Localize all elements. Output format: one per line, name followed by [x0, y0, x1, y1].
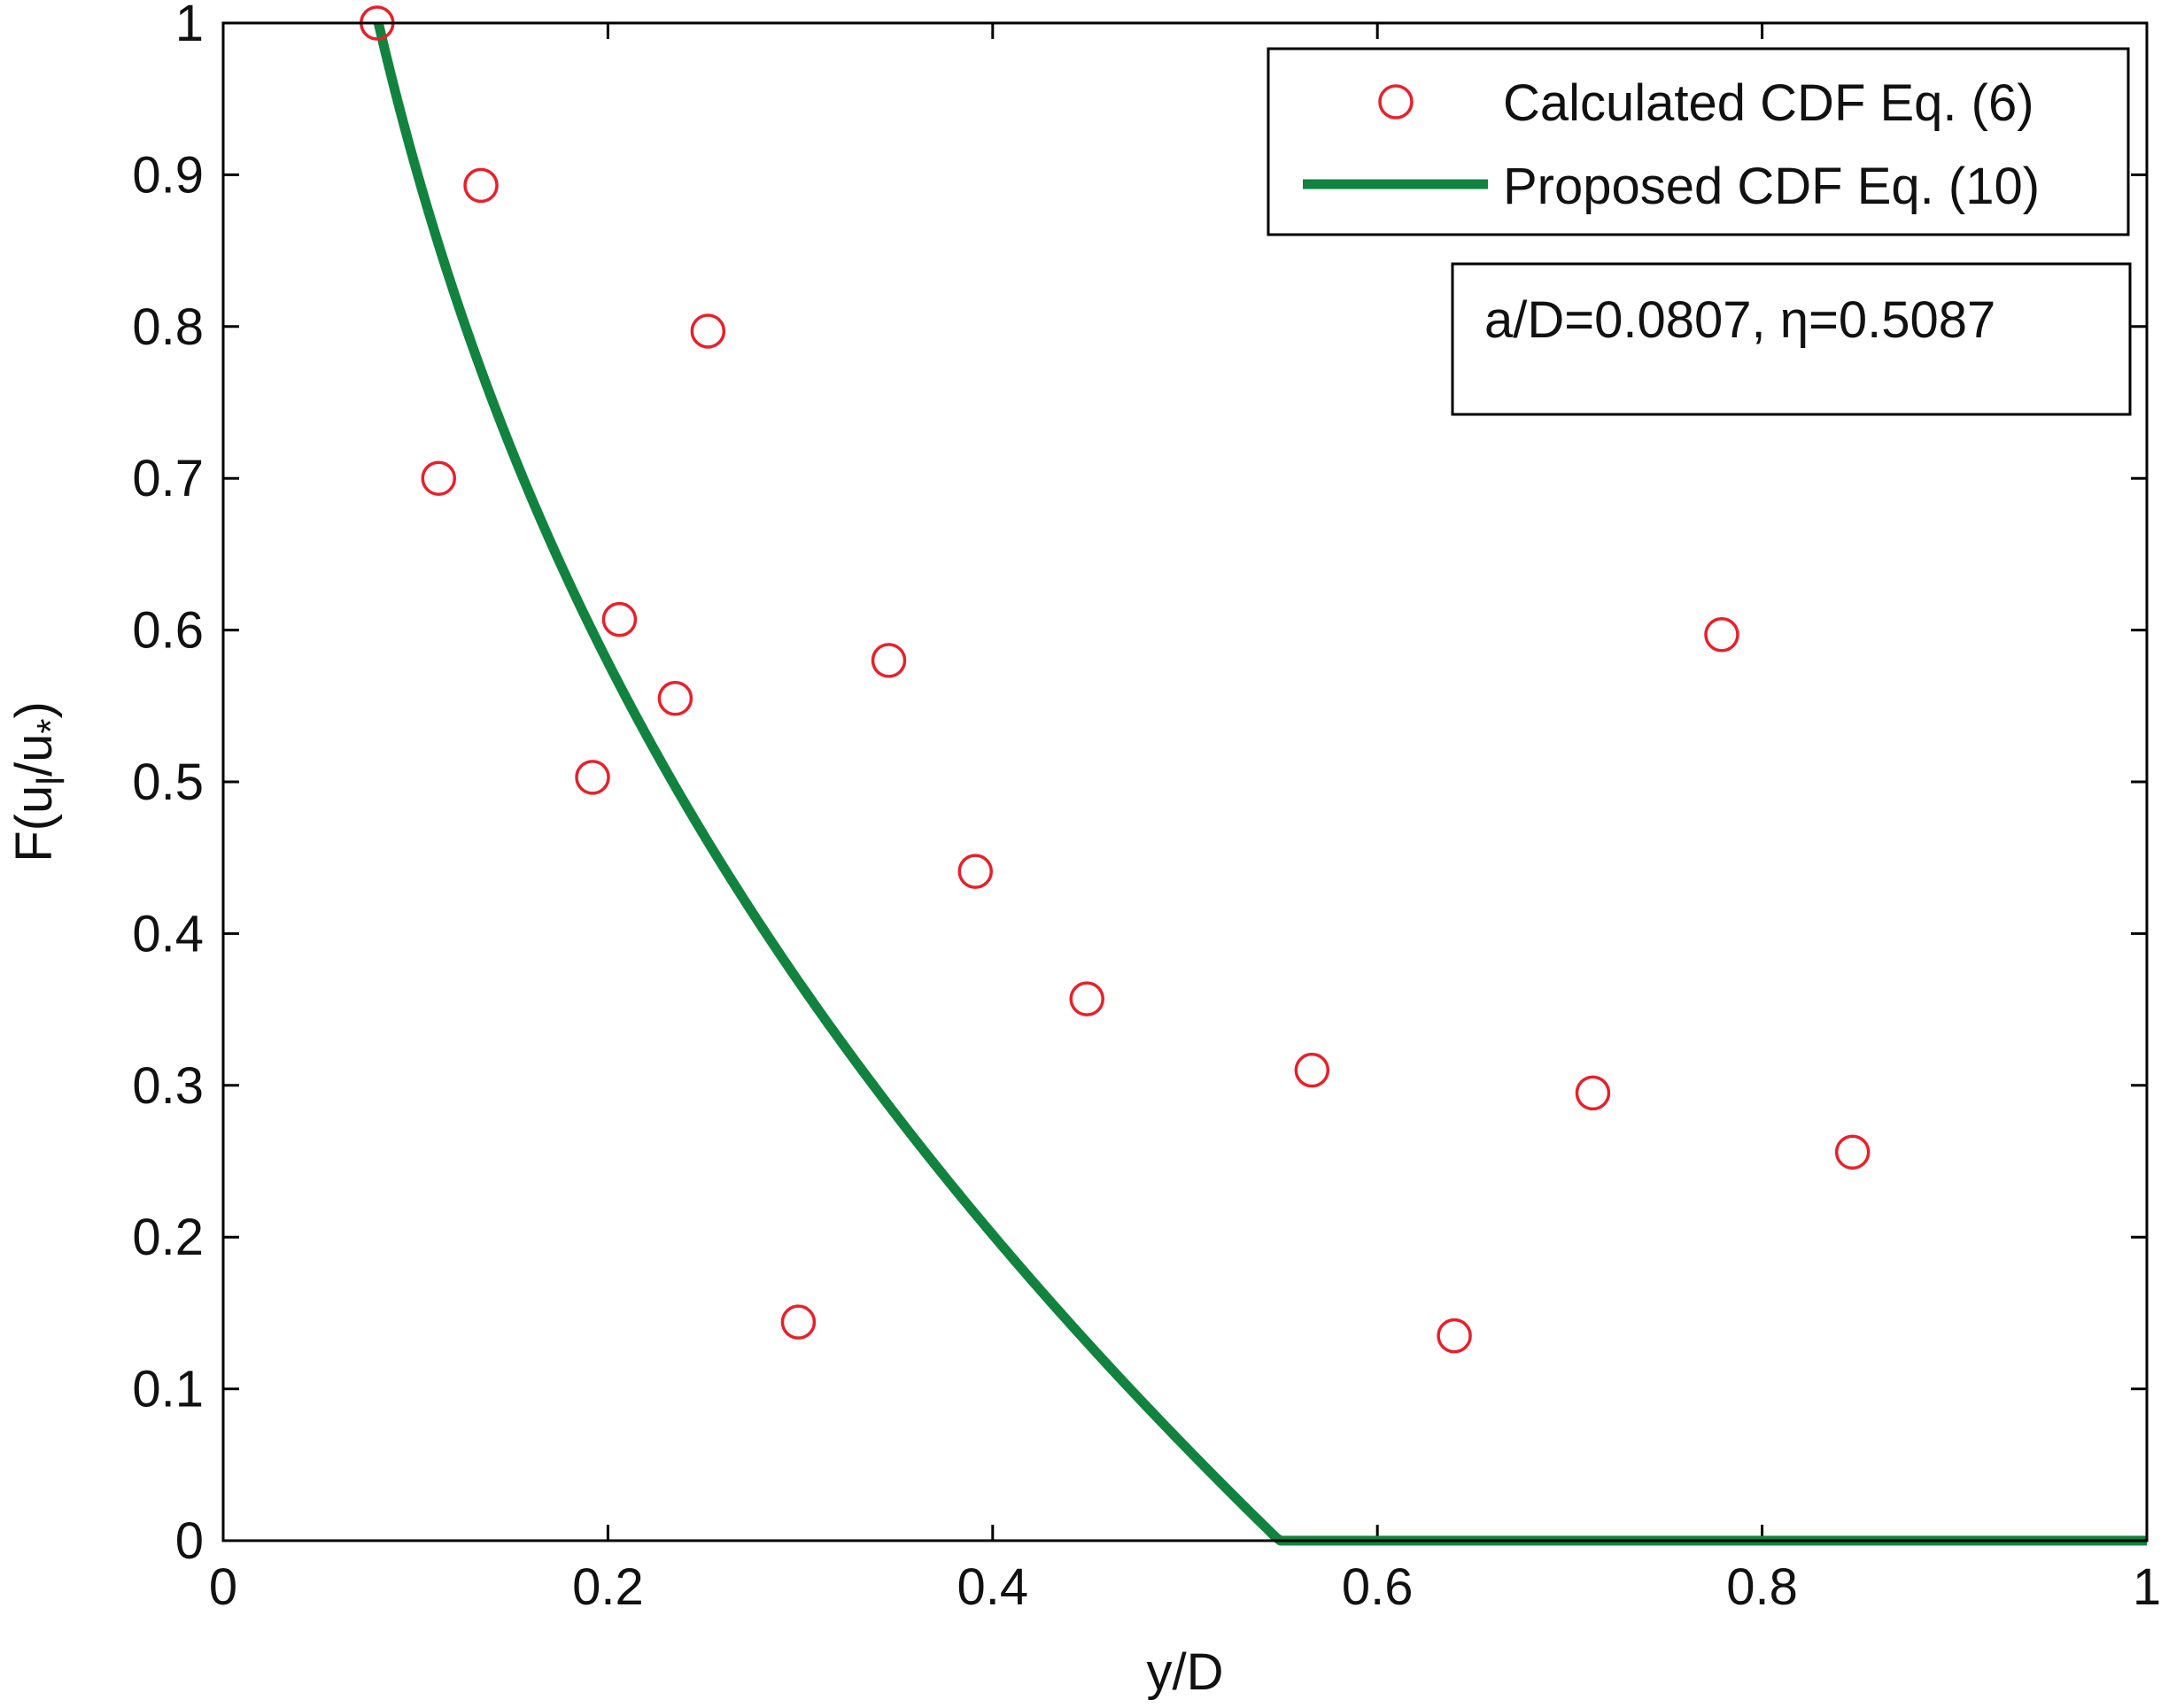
legend-marker-calculated-cdf: [1378, 84, 1414, 120]
calculated-cdf-point: [601, 601, 638, 638]
y-tick-label: 0.2: [132, 1209, 204, 1266]
annotation-text: a/D=0.0807, η=0.5087: [1484, 291, 1995, 349]
y-tick-label: 0.7: [132, 450, 204, 507]
y-tick-label: 0.5: [132, 754, 204, 811]
plot-area-frame: [221, 21, 2149, 1542]
calculated-cdf-point: [871, 643, 907, 678]
calculated-cdf-point: [1704, 616, 1739, 653]
legend: Calculated CDF Eq. (6) Proposed CDF Eq. …: [1267, 47, 2130, 236]
legend-box: [1267, 47, 2130, 236]
y-tick-label: 0.4: [132, 905, 204, 962]
y-tick-label: 0.8: [132, 298, 204, 356]
calculated-cdf-point: [1294, 1052, 1330, 1088]
x-tick-label: 0.2: [572, 1558, 644, 1616]
annotation-box: [1451, 262, 2132, 416]
calculated-cdf-point: [1575, 1075, 1611, 1111]
calculated-cdf-point: [575, 760, 610, 795]
x-tick-label: 0: [209, 1558, 237, 1616]
calculated-cdf-point: [1834, 1134, 1871, 1170]
y-axis-label: F(ul/u*): [5, 701, 73, 862]
x-tick-label: 0.6: [1342, 1558, 1414, 1616]
calculated-cdf-point: [1069, 981, 1104, 1016]
y-tick-label: 0.9: [132, 146, 204, 204]
x-tick-label: 0.4: [957, 1558, 1028, 1616]
y-tick-label: 0.1: [132, 1361, 204, 1418]
calculated-cdf-point: [957, 854, 993, 889]
y-tick-label: 0.3: [132, 1057, 204, 1115]
x-axis-label: y/D: [1147, 1643, 1224, 1701]
calculated-cdf-point: [690, 313, 726, 349]
calculated-cdf-markers-layer: [360, 5, 1871, 1354]
calculated-cdf-point: [463, 167, 499, 204]
calculated-cdf-point: [780, 1304, 817, 1340]
x-tick-label: 1: [2133, 1558, 2161, 1616]
calculated-cdf-point: [657, 680, 693, 716]
axis-ticks: 0 0.2 0.4 0.6 0.8 1 0 0.1 0.2 0.3 0.4 0.5 0.6 0.7 0.8 0…: [132, 0, 2161, 1616]
parameter-annotation: a/D=0.0807, η=0.5087: [1451, 262, 2132, 416]
y-tick-label: 0.6: [132, 602, 204, 660]
x-tick-label: 0.8: [1726, 1558, 1798, 1616]
legend-label-proposed-cdf: Proposed CDF Eq. (10): [1503, 158, 2040, 215]
calculated-cdf-point: [1437, 1318, 1472, 1354]
legend-label-calculated-cdf: Calculated CDF Eq. (6): [1503, 74, 2034, 132]
y-tick-label: 0: [175, 1512, 204, 1570]
y-tick-label: 1: [175, 0, 204, 52]
calculated-cdf-point: [421, 460, 457, 496]
